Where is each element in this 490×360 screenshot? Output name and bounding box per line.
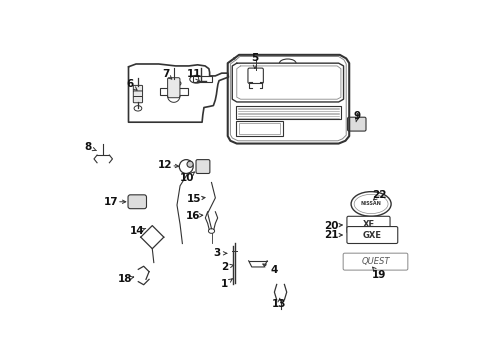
Text: GXE: GXE [363,230,382,239]
Ellipse shape [208,229,215,233]
Text: 6: 6 [126,79,133,89]
Text: 4: 4 [270,265,277,275]
Text: 9: 9 [354,111,361,121]
Text: 10: 10 [180,174,194,184]
FancyBboxPatch shape [168,78,180,98]
Text: 21: 21 [324,230,339,240]
FancyBboxPatch shape [343,253,408,270]
Text: 16: 16 [185,211,200,221]
Ellipse shape [190,75,203,83]
Text: 22: 22 [372,190,387,200]
Text: 20: 20 [324,221,339,231]
FancyBboxPatch shape [133,96,143,103]
Text: 3: 3 [214,248,221,258]
Text: 7: 7 [163,69,170,79]
Bar [236,121,283,136]
Ellipse shape [134,105,142,111]
Ellipse shape [187,161,193,167]
Bar [193,76,212,82]
Text: XE: XE [363,220,374,229]
Text: 1: 1 [221,279,228,289]
Bar [239,123,280,134]
Bar [236,105,341,119]
Text: 11: 11 [187,69,201,79]
Text: NISSAN: NISSAN [361,202,382,207]
FancyBboxPatch shape [347,117,366,131]
FancyBboxPatch shape [128,195,147,209]
FancyBboxPatch shape [133,85,143,92]
Text: 5: 5 [251,53,259,63]
Bar [160,88,188,95]
Text: 17: 17 [103,197,118,207]
FancyBboxPatch shape [347,226,398,243]
Text: 19: 19 [372,270,387,280]
Ellipse shape [351,192,391,216]
Text: QUEST: QUEST [361,257,390,266]
FancyBboxPatch shape [196,159,210,174]
Text: 2: 2 [221,262,228,272]
Text: 15: 15 [187,194,201,204]
Ellipse shape [179,159,193,174]
FancyBboxPatch shape [347,216,390,233]
Ellipse shape [169,80,181,86]
FancyBboxPatch shape [248,68,263,84]
Text: 18: 18 [118,274,132,284]
FancyBboxPatch shape [133,91,143,97]
Ellipse shape [354,194,388,213]
Text: 13: 13 [272,299,287,309]
Text: 8: 8 [84,142,92,152]
Text: 12: 12 [158,160,172,170]
Text: 14: 14 [130,226,145,236]
